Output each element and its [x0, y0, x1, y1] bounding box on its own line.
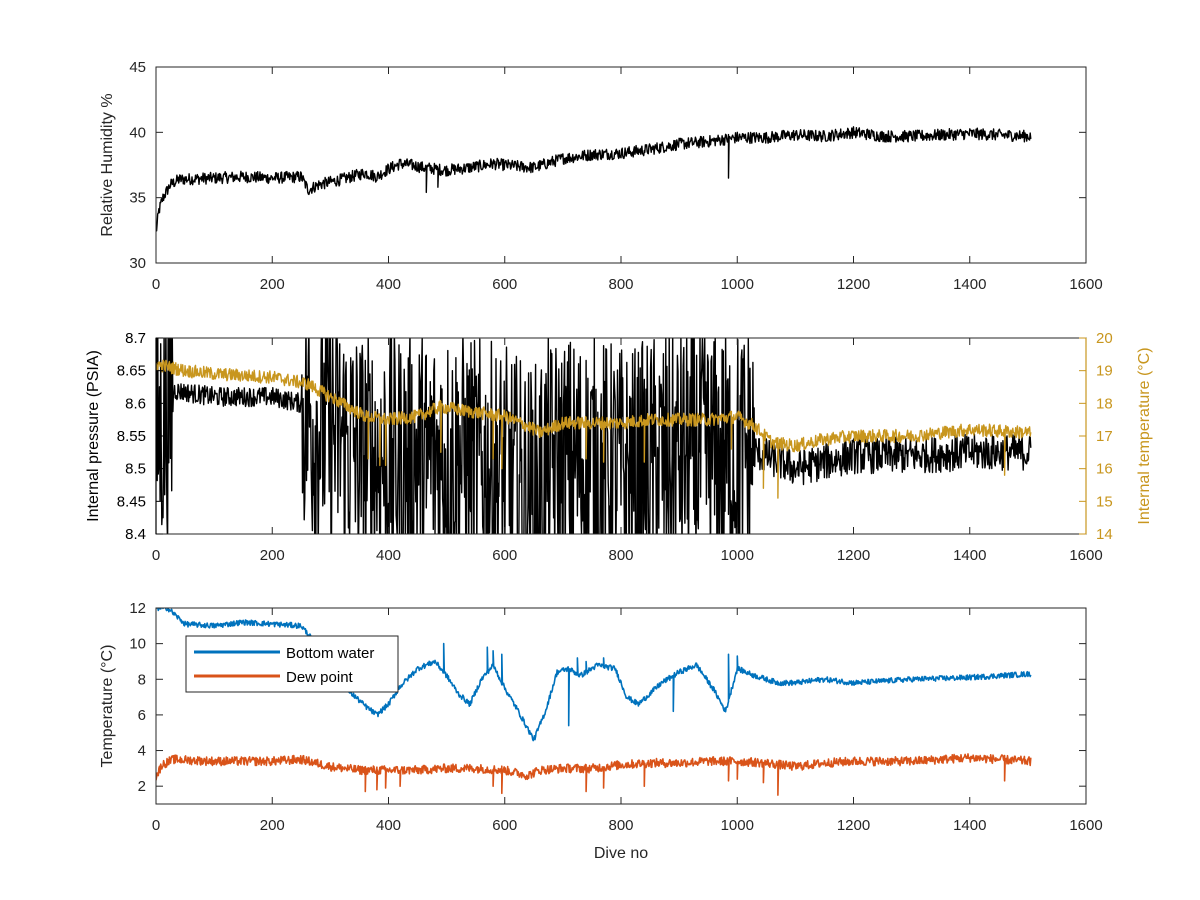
- pressure-temperature-panel: 0 200 400 600 800 1000 1200 1400 1600 8.4 8.45 8.5 8…: [85, 330, 1153, 564]
- legend-label-dew-point: Dew point: [286, 669, 354, 686]
- y-tick-label: 30: [129, 255, 146, 272]
- y-tick-label: 4: [138, 743, 146, 760]
- x-tick-label: 600: [492, 547, 517, 564]
- pressure-y-axis-label: Internal pressure (PSIA): [85, 350, 102, 522]
- x-tick-label: 1400: [953, 817, 986, 834]
- y-tick-label: 45: [129, 59, 146, 76]
- x-tick-label: 600: [492, 276, 517, 293]
- legend-label-bottom-water: Bottom water: [286, 645, 374, 662]
- humidity-y-axis-label: Relative Humidity %: [99, 93, 116, 236]
- x-tick-label: 600: [492, 817, 517, 834]
- y-tick-label: 8.5: [125, 461, 146, 478]
- y-tick-label: 8.4: [125, 526, 146, 543]
- y-tick-label: 8.55: [117, 428, 146, 445]
- x-tick-label: 800: [608, 547, 633, 564]
- x-tick-label: 0: [152, 276, 160, 293]
- x-tick-label: 800: [608, 817, 633, 834]
- x-tick-label: 400: [376, 817, 401, 834]
- x-tick-label: 200: [260, 276, 285, 293]
- pressure-plot-area: [156, 338, 1032, 534]
- right-y-tick-label: 14: [1096, 526, 1113, 543]
- dive-no-x-axis-label: Dive no: [594, 845, 648, 862]
- x-tick-label: 1200: [837, 276, 870, 293]
- humidity-series-0-line: [156, 126, 1032, 232]
- x-tick-label: 1000: [721, 547, 754, 564]
- x-tick-label: 1200: [837, 817, 870, 834]
- pressure-series-0-line: [156, 338, 1032, 534]
- x-tick-label: 1200: [837, 547, 870, 564]
- x-tick-label: 1000: [721, 817, 754, 834]
- right-y-tick-label: 20: [1096, 330, 1113, 347]
- internal-temperature-y-axis-label: Internal temperature (°C): [1136, 347, 1153, 524]
- y-tick-label: 40: [129, 124, 146, 141]
- y-tick-label: 10: [129, 636, 146, 653]
- x-tick-label: 1400: [953, 547, 986, 564]
- right-y-tick-label: 19: [1096, 363, 1113, 380]
- x-tick-label: 1600: [1069, 547, 1102, 564]
- dew-point-line: [156, 753, 1032, 796]
- humidity-plot-area: [156, 126, 1032, 232]
- y-tick-label: 2: [138, 778, 146, 795]
- right-y-tick-label: 18: [1096, 395, 1113, 412]
- legend-box: [185, 635, 399, 693]
- x-tick-label: 0: [152, 547, 160, 564]
- pressure-series-1-line: [156, 359, 1032, 499]
- right-y-tick-label: 17: [1096, 428, 1113, 445]
- humidity-panel: 0 200 400 600 800 1000 1200 1400 1600 30 35 40 45 Re…: [99, 59, 1103, 293]
- temperature-plot-area: [156, 608, 1032, 796]
- x-tick-label: 800: [608, 276, 633, 293]
- temperature-panel: 0 200 400 600 800 1000 1200 1400 1600 2 4 6 8 10 12 Te…: [99, 600, 1103, 862]
- x-tick-label: 200: [260, 817, 285, 834]
- y-tick-label: 12: [129, 600, 146, 617]
- y-tick-label: 35: [129, 190, 146, 207]
- y-tick-label: 8.7: [125, 330, 146, 347]
- y-tick-label: 8: [138, 671, 146, 688]
- y-tick-label: 6: [138, 707, 146, 724]
- temperature-legend: Bottom water Dew point: [185, 635, 399, 693]
- x-tick-label: 400: [376, 547, 401, 564]
- y-tick-label: 8.45: [117, 493, 146, 510]
- x-tick-label: 0: [152, 817, 160, 834]
- y-tick-label: 8.65: [117, 363, 146, 380]
- x-tick-label: 400: [376, 276, 401, 293]
- temperature-y-axis-label: Temperature (°C): [99, 645, 116, 768]
- x-tick-label: 1600: [1069, 817, 1102, 834]
- bottom-water-line: [156, 608, 1032, 742]
- x-tick-label: 1400: [953, 276, 986, 293]
- x-tick-label: 200: [260, 547, 285, 564]
- right-y-tick-label: 15: [1096, 493, 1113, 510]
- right-y-tick-label: 16: [1096, 461, 1113, 478]
- x-tick-label: 1600: [1069, 276, 1102, 293]
- x-tick-label: 1000: [721, 276, 754, 293]
- y-tick-label: 8.6: [125, 395, 146, 412]
